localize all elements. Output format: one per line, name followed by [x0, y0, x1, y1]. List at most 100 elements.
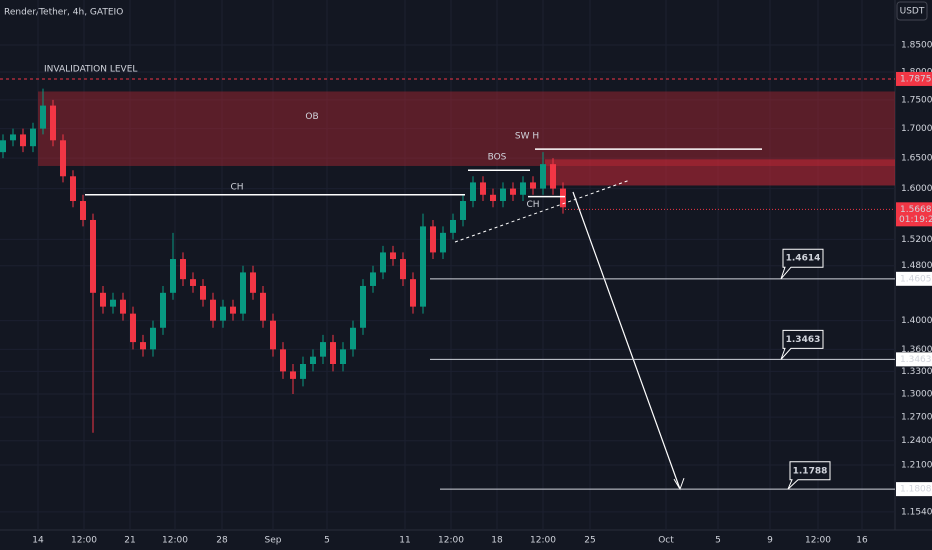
trend-line — [454, 179, 631, 243]
structure-label: CH — [230, 182, 243, 192]
candle-body — [90, 219, 96, 293]
candle-body — [60, 140, 66, 177]
x-tick-label: 12:00 — [162, 536, 188, 546]
y-tick-label: 1.6000 — [901, 184, 932, 194]
callout — [787, 461, 831, 490]
x-tick-label: 25 — [584, 536, 595, 546]
y-tick-label: 1.3300 — [901, 367, 932, 377]
y-tick-label: 1.4000 — [901, 316, 932, 326]
y-tick-label: 1.6500 — [901, 154, 932, 164]
candle-body — [390, 252, 396, 260]
price-tag — [896, 202, 932, 227]
candle-body — [420, 226, 426, 307]
callout-label: 1.1788 — [793, 466, 828, 476]
candle-body — [470, 182, 476, 202]
candle-body — [170, 259, 176, 293]
candle-body — [250, 272, 256, 293]
price-tag — [896, 271, 932, 286]
callout — [780, 329, 824, 360]
y-tick-label: 1.7500 — [901, 95, 932, 105]
candle-body — [100, 292, 106, 307]
x-tick-label: 12:00 — [805, 536, 831, 546]
candle-body — [40, 105, 46, 129]
candle-body — [330, 342, 336, 365]
x-tick-label: Oct — [658, 536, 674, 546]
candle-body — [460, 201, 466, 220]
order-block-zone — [38, 91, 895, 166]
x-tick-label: 21 — [124, 536, 135, 546]
candle-body — [150, 327, 156, 350]
y-tick-label: 1.1540 — [901, 507, 932, 517]
candle-body — [540, 164, 546, 189]
x-tick-label: 18 — [491, 536, 503, 546]
candle-body — [80, 201, 86, 220]
currency-label: USDT — [900, 7, 925, 17]
candle-body — [320, 342, 326, 357]
structure-label: SW H — [515, 132, 539, 142]
candle-body — [210, 299, 216, 321]
order-block-zone — [545, 159, 895, 186]
candle-body — [310, 356, 316, 365]
candle-body — [340, 349, 346, 365]
price-tag — [896, 71, 932, 86]
candle-body — [430, 226, 436, 253]
price-tag — [896, 482, 932, 497]
candle-body — [500, 188, 506, 202]
chart-title: Render/Tether, 4h, GATEIO — [4, 8, 123, 18]
candle-body — [530, 182, 536, 189]
candle-body — [290, 371, 296, 379]
price-tag-label: 1.4605 — [900, 274, 932, 284]
x-tick-label: 5 — [715, 536, 721, 546]
candle-body — [160, 292, 166, 328]
price-tag-label: 1.3463 — [900, 355, 932, 365]
candle-body — [50, 105, 56, 141]
candle-body — [300, 364, 306, 379]
x-tick-label: Sep — [265, 536, 282, 546]
x-tick-label: 5 — [324, 536, 330, 546]
price-tag — [896, 352, 932, 367]
zone-label: OB — [305, 112, 318, 122]
candle-body — [450, 219, 456, 233]
price-tag-label: 1.5668 — [900, 205, 932, 215]
candle-body — [400, 259, 406, 280]
candle-body — [360, 285, 366, 328]
candle-body — [510, 188, 516, 195]
candle-body — [110, 299, 116, 307]
y-tick-label: 1.2400 — [901, 436, 932, 446]
structure-label: BOS — [488, 153, 507, 163]
countdown-label: 01:19:25 — [899, 215, 932, 225]
candle-body — [260, 292, 266, 321]
candle-body — [30, 128, 36, 147]
candle-body — [280, 349, 286, 372]
candle-body — [20, 134, 26, 147]
x-tick-label: 11 — [399, 536, 410, 546]
candle-body — [480, 182, 486, 195]
x-tick-label: 28 — [216, 536, 228, 546]
projection-arrow — [572, 191, 681, 490]
currency-button[interactable] — [896, 1, 928, 21]
y-tick-label: 1.8500 — [901, 40, 932, 50]
y-tick-label: 1.2100 — [901, 460, 932, 470]
y-tick-label: 1.2700 — [901, 413, 932, 423]
candle-body — [520, 182, 526, 195]
structure-label: CH — [526, 200, 539, 210]
candle-body — [190, 279, 196, 286]
candle-body — [560, 188, 566, 208]
candle-body — [220, 306, 226, 321]
callout-label: 1.3463 — [786, 335, 821, 345]
y-tick-label: 1.3600 — [901, 345, 932, 355]
x-tick-label: 12:00 — [71, 536, 97, 546]
candle-body — [120, 299, 126, 314]
candle-body — [230, 306, 236, 314]
candle-body — [10, 134, 16, 141]
x-tick-label: 14 — [32, 536, 44, 546]
price-tag-label: 1.7875 — [900, 74, 932, 84]
candle-body — [70, 176, 76, 202]
candle-body — [490, 194, 496, 202]
x-tick-label: 12:00 — [530, 536, 556, 546]
y-tick-label: 1.4800 — [901, 261, 932, 271]
candle-body — [180, 259, 186, 280]
candle-body — [440, 232, 446, 253]
candle-body — [270, 320, 276, 350]
